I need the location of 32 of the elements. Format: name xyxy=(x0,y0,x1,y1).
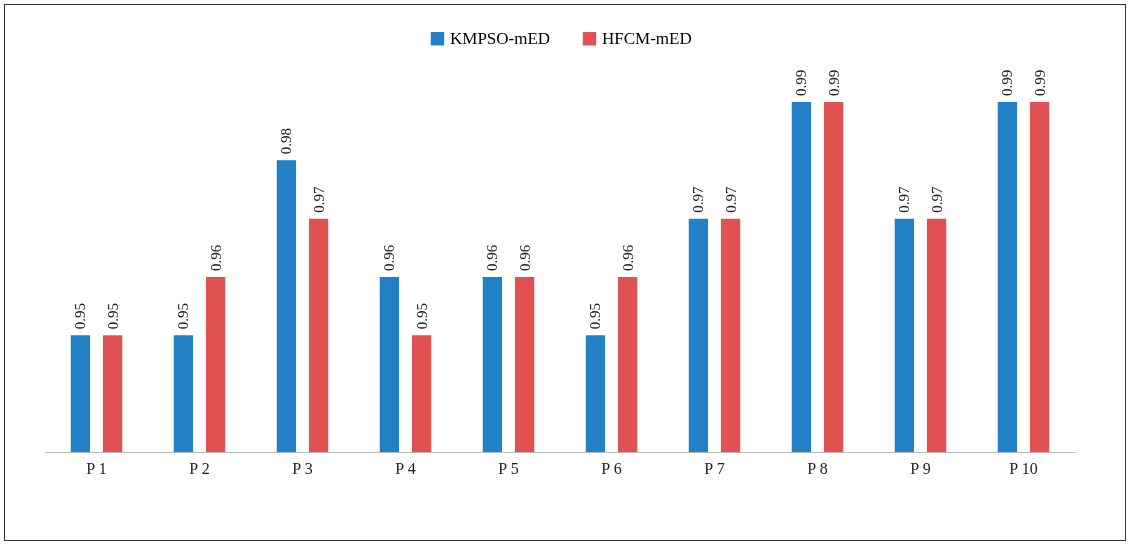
x-tick-label: P 9 xyxy=(910,459,931,477)
x-tick-label: P 7 xyxy=(704,459,725,477)
data-label: 0.99 xyxy=(825,69,842,96)
x-tick-label: P 2 xyxy=(189,459,210,477)
data-label: 0.96 xyxy=(516,244,533,271)
x-tick-label: P 10 xyxy=(1009,459,1038,477)
x-tick-label: P 3 xyxy=(292,459,313,477)
data-label: 0.95 xyxy=(72,303,89,330)
data-label: 0.97 xyxy=(928,185,945,213)
data-label: 0.97 xyxy=(896,185,913,213)
legend-label: HFCM-mED xyxy=(602,28,692,48)
data-label: 0.96 xyxy=(619,244,636,271)
x-tick-label: P 8 xyxy=(807,459,828,477)
x-tick-label: P 4 xyxy=(395,459,416,477)
data-label: 0.97 xyxy=(690,185,707,213)
data-label: 0.99 xyxy=(999,69,1016,96)
x-tick-label: P 6 xyxy=(601,459,622,477)
data-label: 0.95 xyxy=(587,303,604,330)
legend-label: KMPSO-mED xyxy=(450,28,551,48)
x-tick-label: P 5 xyxy=(498,459,519,477)
data-label: 0.95 xyxy=(104,303,121,330)
data-label: 0.95 xyxy=(175,303,192,330)
data-label: 0.96 xyxy=(484,244,501,271)
data-label: 0.95 xyxy=(413,303,430,330)
data-label: 0.97 xyxy=(722,185,739,213)
data-label: 0.97 xyxy=(310,185,327,213)
data-label: 0.96 xyxy=(381,244,398,271)
data-label: 0.96 xyxy=(207,244,224,271)
data-label: 0.99 xyxy=(1031,69,1048,96)
x-tick-label: P 1 xyxy=(86,459,107,477)
data-label: 0.99 xyxy=(793,69,810,96)
data-label: 0.98 xyxy=(278,128,295,155)
